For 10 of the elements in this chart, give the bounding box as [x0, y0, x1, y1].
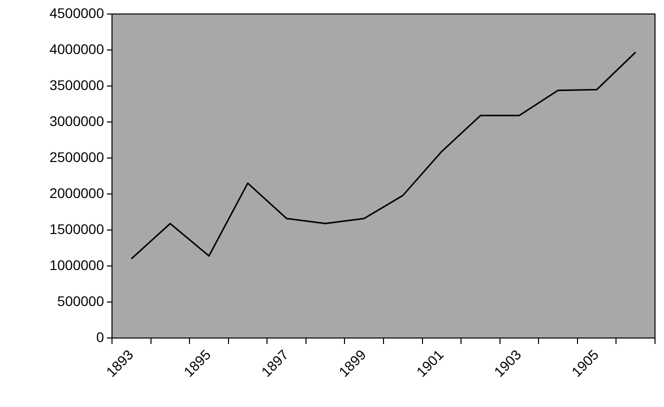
y-tick-label: 0 [96, 328, 104, 345]
y-tick-label: 1000000 [49, 256, 104, 273]
y-tick-label: 2000000 [49, 184, 104, 201]
y-tick-label: 4500000 [49, 4, 104, 21]
y-tick-label: 500000 [57, 292, 104, 309]
y-tick-label: 2500000 [49, 148, 104, 165]
y-tick-label: 3500000 [49, 76, 104, 93]
y-tick-label: 4000000 [49, 40, 104, 57]
y-tick-label: 1500000 [49, 220, 104, 237]
y-tick-label: 3000000 [49, 112, 104, 129]
